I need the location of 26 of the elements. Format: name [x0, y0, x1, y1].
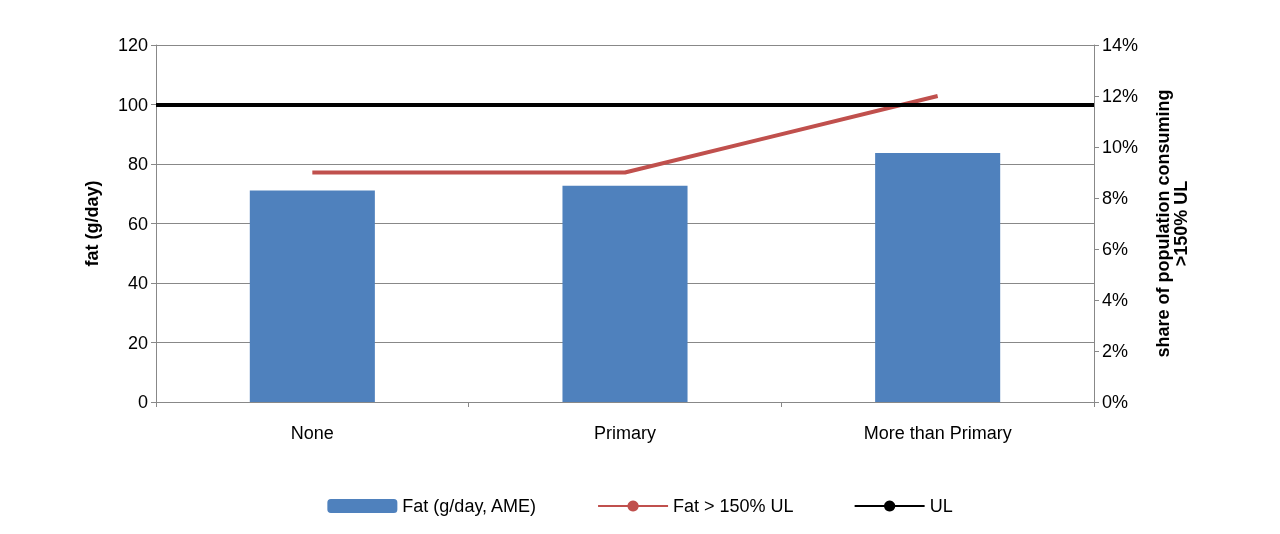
x-tick-label: More than Primary	[863, 423, 1012, 443]
legend-label: UL	[929, 496, 953, 516]
y2-tick-label: 0%	[1102, 392, 1129, 412]
y-tick-label: 100	[117, 94, 148, 115]
x-tick-label: None	[290, 423, 334, 443]
legend-label: Fat (g/day, AME)	[402, 496, 537, 516]
bar	[249, 190, 375, 402]
y2-tick-label: 2%	[1102, 341, 1129, 361]
y2-tick-label: 8%	[1102, 188, 1129, 208]
y2-tick-label: 12%	[1102, 86, 1139, 106]
bar	[562, 185, 688, 402]
y-tick-label: 40	[127, 273, 148, 293]
y-tick-label: 80	[127, 154, 148, 174]
legend-label: Fat > 150% UL	[673, 496, 794, 516]
y2-tick-label: 6%	[1102, 239, 1129, 259]
y2-tick-label: 10%	[1102, 137, 1139, 157]
y-tick-label: 20	[127, 332, 148, 353]
y-tick-label: 0	[137, 392, 148, 412]
bar	[875, 152, 1001, 402]
y2-axis-title: share of population consuming >150% UL	[1153, 89, 1191, 358]
y-tick-label: 60	[127, 213, 148, 234]
x-tick-label: Primary	[594, 423, 656, 443]
y-tick-label: 120	[117, 35, 148, 55]
y2-tick-label: 14%	[1102, 35, 1139, 55]
y-axis-title: fat (g/day)	[82, 180, 102, 267]
y2-tick-label: 4%	[1102, 290, 1129, 310]
